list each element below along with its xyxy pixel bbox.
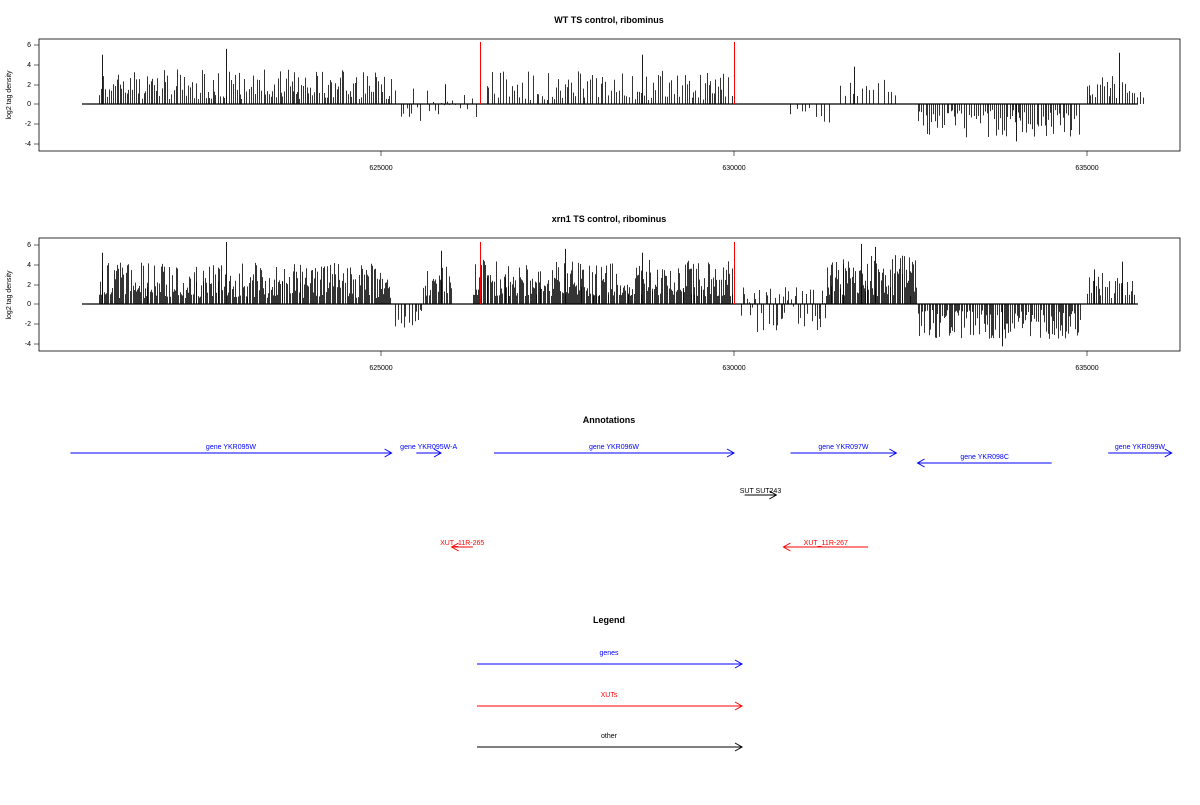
wt-ytick-label: 6: [27, 42, 31, 49]
legend-label-genes: genes: [599, 650, 619, 657]
xuts-track: XUT_11R-265 XUT_11R-267: [440, 540, 869, 552]
xrn1-xtick-label: 635000: [1075, 365, 1098, 372]
gene-arrow-head: [1164, 448, 1173, 458]
xrn1-ytick-label: 0: [27, 301, 31, 308]
wt-y-axis-label: log2 tag density: [6, 70, 13, 120]
xrn1-ytick-label: -2: [25, 321, 31, 328]
wt-density-panel: WT TS control, ribominus log2 tag densit…: [6, 15, 1181, 172]
annotations-title: Annotations: [583, 415, 636, 425]
xrn1-x-ticks: 625000 630000 635000: [369, 351, 1099, 372]
xrn1-xtick-label: 625000: [369, 365, 392, 372]
other-track: SUT SUT243: [740, 488, 782, 500]
xrn1-y-axis-label: log2 tag density: [6, 270, 13, 320]
gene-label: gene YKR097W: [818, 444, 868, 451]
legend-label-xuts: XUTs: [601, 692, 618, 699]
gene-label: gene YKR096W: [589, 444, 639, 451]
wt-ytick-label: -4: [25, 141, 31, 148]
gene-label: gene YKR098C: [960, 454, 1009, 461]
wt-ytick-label: 0: [27, 101, 31, 108]
gene-label: gene YKR095W: [206, 444, 256, 451]
legend-arrowhead: [734, 659, 744, 669]
other-feature-label: SUT SUT243: [740, 488, 782, 495]
gene-arrow-head: [433, 448, 443, 458]
xrn1-ytick-label: 4: [27, 262, 31, 269]
wt-marker-lines: [480, 41, 735, 104]
annotations-track: Annotations gene YKR095W gene YKR095W-A ge…: [70, 415, 1173, 552]
legend-arrowhead: [734, 701, 744, 711]
wt-xtick-label: 630000: [722, 165, 745, 172]
legend-items: genes XUTs other: [477, 650, 744, 752]
gene-arrow-head: [726, 448, 736, 458]
xrn1-ytick-label: 2: [27, 282, 31, 289]
wt-ytick-label: -2: [25, 121, 31, 128]
xut-label: XUT_11R-267: [804, 540, 848, 547]
xrn1-panel-title: xrn1 TS control, ribominus: [552, 214, 667, 224]
xrn1-density-panel: xrn1 TS control, ribominus log2 tag dens…: [6, 214, 1181, 372]
xrn1-marker-lines: [480, 241, 735, 304]
wt-ytick-label: 4: [27, 62, 31, 69]
xrn1-y-ticks: 6 4 2 0 -2 -4: [25, 242, 39, 348]
wt-xtick-label: 625000: [369, 165, 392, 172]
legend-title: Legend: [593, 615, 625, 625]
wt-density-bars: [99, 48, 1144, 142]
xut-arrow-head: [782, 542, 791, 552]
xrn1-density-bars: [99, 241, 1135, 347]
xrn1-ytick-label: 6: [27, 242, 31, 249]
gene-arrow-head: [916, 458, 925, 468]
wt-xtick-label: 635000: [1075, 165, 1098, 172]
wt-plot-frame: [38, 38, 1181, 152]
genes-track: gene YKR095W gene YKR095W-A gene YKR096W ge…: [70, 444, 1173, 468]
wt-x-ticks: 625000 630000 635000: [369, 151, 1099, 172]
wt-panel-title: WT TS control, ribominus: [554, 15, 664, 25]
legend-arrowhead: [734, 742, 744, 752]
gene-label: gene YKR095W-A: [400, 444, 457, 451]
wt-ytick-label: 2: [27, 82, 31, 89]
legend: Legend genes XUTs other: [477, 615, 744, 752]
legend-label-other: other: [601, 733, 618, 740]
gene-arrow-head: [384, 448, 393, 458]
gene-arrow-head: [889, 448, 898, 458]
gene-label: gene YKR099W: [1115, 444, 1165, 451]
wt-y-ticks: 6 4 2 0 -2 -4: [25, 42, 39, 148]
other-feature-arrow-head: [769, 490, 778, 500]
xrn1-plot-frame: [38, 237, 1181, 352]
xrn1-xtick-label: 630000: [722, 365, 745, 372]
xrn1-ytick-label: -4: [25, 341, 31, 348]
xut-arrow-head: [450, 542, 459, 552]
xut-label: XUT_11R-265: [440, 540, 484, 547]
